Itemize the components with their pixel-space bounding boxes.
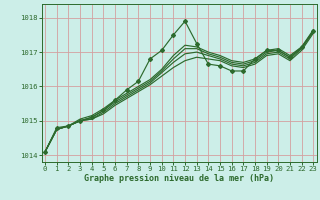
X-axis label: Graphe pression niveau de la mer (hPa): Graphe pression niveau de la mer (hPa): [84, 174, 274, 183]
